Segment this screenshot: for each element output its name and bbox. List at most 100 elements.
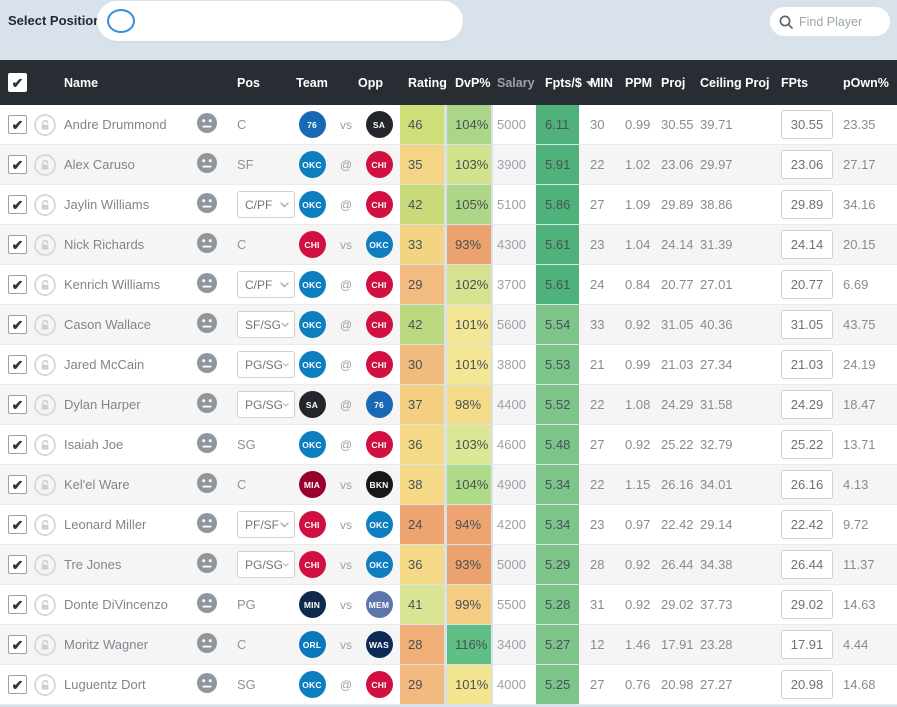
lock-icon[interactable] [34, 233, 56, 256]
opponent-logo: CHI [365, 351, 393, 378]
fpts-input[interactable] [781, 550, 833, 579]
player-name[interactable]: Moritz Wagner [64, 637, 149, 652]
fpts-input[interactable] [781, 630, 833, 659]
position-select[interactable]: PF/SF [237, 511, 295, 538]
position-filter-button[interactable] [156, 11, 180, 31]
lock-icon[interactable] [34, 313, 56, 336]
player-name[interactable]: Nick Richards [64, 237, 145, 252]
position-filter-button[interactable] [338, 11, 362, 31]
player-name[interactable]: Isaiah Joe [64, 437, 124, 452]
lock-icon[interactable] [34, 433, 56, 456]
position-select[interactable]: PG/SG [237, 351, 295, 378]
fpts-input[interactable] [781, 230, 833, 259]
fpts-input[interactable] [781, 670, 833, 699]
col-header-fpts-per-dollar[interactable]: Fpts/$ [536, 60, 594, 105]
player-name[interactable]: Andre Drummond [64, 117, 167, 132]
player-name[interactable]: Luguentz Dort [64, 677, 146, 692]
col-header-pos[interactable]: Pos [228, 60, 290, 105]
position-filter-button[interactable] [293, 11, 317, 31]
fpts-input[interactable] [781, 510, 833, 539]
row-checkbox[interactable]: ✔ [8, 555, 27, 574]
row-checkbox[interactable]: ✔ [8, 475, 27, 494]
home-away-label: @ [339, 157, 353, 172]
search-input[interactable] [799, 14, 881, 29]
position-filter-button[interactable] [107, 9, 135, 33]
player-name[interactable]: Tre Jones [64, 557, 122, 572]
proj-value: 22.42 [651, 505, 694, 545]
lock-icon[interactable] [34, 113, 56, 136]
opponent-logo: SA [365, 111, 393, 138]
col-header-salary[interactable]: Salary [493, 60, 536, 105]
col-header-fpts[interactable]: FPts [741, 60, 833, 105]
col-header-proj[interactable]: Proj [651, 60, 691, 105]
fpts-input[interactable] [781, 470, 833, 499]
row-checkbox[interactable]: ✔ [8, 395, 27, 414]
row-checkbox[interactable]: ✔ [8, 235, 27, 254]
position-filter-button[interactable] [202, 11, 226, 31]
position-filter-button[interactable] [247, 11, 271, 31]
position-filter-button[interactable] [429, 11, 453, 31]
col-header-min[interactable]: MIN [579, 60, 613, 105]
lock-icon[interactable] [34, 513, 56, 536]
position-filter-button[interactable] [384, 11, 408, 31]
fpts-input[interactable] [781, 150, 833, 179]
position-select[interactable]: PG/SG [237, 391, 295, 418]
row-checkbox[interactable]: ✔ [8, 275, 27, 294]
col-header-dvp[interactable]: DvP% [447, 60, 493, 105]
lock-icon[interactable] [34, 393, 56, 416]
player-name[interactable]: Alex Caruso [64, 157, 135, 172]
fpts-input[interactable] [781, 590, 833, 619]
row-checkbox[interactable]: ✔ [8, 115, 27, 134]
player-name[interactable]: Leonard Miller [64, 517, 147, 532]
lock-icon[interactable] [34, 673, 56, 696]
lock-icon[interactable] [34, 633, 56, 656]
row-checkbox[interactable]: ✔ [8, 635, 27, 654]
fpts-input[interactable] [781, 390, 833, 419]
row-checkbox[interactable]: ✔ [8, 515, 27, 534]
col-header-ppm[interactable]: PPM [613, 60, 652, 105]
pown-value: 14.68 [833, 665, 897, 705]
row-checkbox[interactable]: ✔ [8, 595, 27, 614]
player-name[interactable]: Cason Wallace [64, 317, 151, 332]
player-name[interactable]: Kenrich Williams [64, 277, 161, 292]
fpts-input[interactable] [781, 110, 833, 139]
lock-icon[interactable] [34, 193, 56, 216]
lock-icon[interactable] [34, 273, 56, 296]
rating-cell: 37 [400, 385, 447, 425]
row-checkbox[interactable]: ✔ [8, 675, 27, 694]
col-header-name[interactable]: Name [64, 60, 196, 105]
lock-icon[interactable] [34, 473, 56, 496]
col-header-opp[interactable]: Opp [358, 60, 400, 105]
lock-icon[interactable] [34, 593, 56, 616]
lock-icon[interactable] [34, 153, 56, 176]
player-name[interactable]: Donte DiVincenzo [64, 597, 168, 612]
fpts-input[interactable] [781, 350, 833, 379]
pown-value: 11.37 [833, 545, 897, 585]
fpts-input[interactable] [781, 310, 833, 339]
lock-icon[interactable] [34, 353, 56, 376]
col-header-team[interactable]: Team [290, 60, 334, 105]
row-checkbox[interactable]: ✔ [8, 155, 27, 174]
position-label: C [237, 637, 247, 652]
fpts-input[interactable] [781, 430, 833, 459]
lock-icon[interactable] [34, 553, 56, 576]
col-header-ceiling-proj[interactable]: Ceiling Proj [691, 60, 769, 105]
player-name[interactable]: Dylan Harper [64, 397, 141, 412]
position-select[interactable]: PG/SG [237, 551, 295, 578]
row-checkbox[interactable]: ✔ [8, 195, 27, 214]
player-name[interactable]: Jaylin Williams [64, 197, 150, 212]
col-header-rating[interactable]: Rating [400, 60, 447, 105]
fpts-input[interactable] [781, 190, 833, 219]
select-all-checkbox[interactable]: ✔ [8, 73, 27, 92]
col-header-pown[interactable]: pOwn% [833, 60, 897, 105]
position-select[interactable]: SF/SG [237, 311, 295, 338]
table-row: ✔ Kel'el Ware C C [0, 465, 897, 505]
position-select[interactable]: C/PF [237, 271, 295, 298]
row-checkbox[interactable]: ✔ [8, 355, 27, 374]
player-name[interactable]: Kel'el Ware [64, 477, 130, 492]
position-select[interactable]: C/PF [237, 191, 295, 218]
player-name[interactable]: Jared McCain [64, 357, 145, 372]
row-checkbox[interactable]: ✔ [8, 315, 27, 334]
row-checkbox[interactable]: ✔ [8, 435, 27, 454]
fpts-input[interactable] [781, 270, 833, 299]
